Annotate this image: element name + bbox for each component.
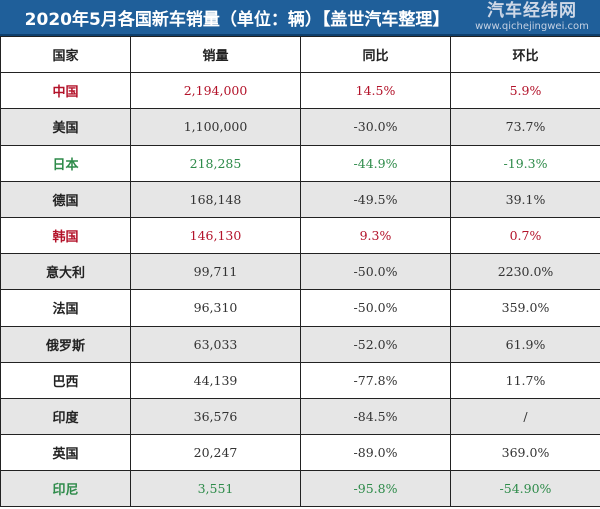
table-row: 韩国 146,130 9.3% 0.7% [0,216,600,255]
sales-cell: 3,551 [130,470,301,508]
table-row: 俄罗斯 63,033 -52.0% 61.9% [0,325,600,363]
table-row: 美国 1,100,000 -30.0% 73.7% [0,108,600,146]
sales-cell: 20,247 [130,434,301,472]
mom-cell: 5.9% [450,72,600,110]
table-row: 中国 2,194,000 14.5% 5.9% [0,72,600,110]
sales-cell: 146,130 [130,216,301,255]
mom-cell: -19.3% [450,144,600,182]
country-cell: 英国 [0,434,131,472]
country-cell: 中国 [0,72,131,110]
yoy-cell: -89.0% [300,434,451,472]
mom-cell: / [450,397,600,436]
header-mom: 环比 [450,35,600,74]
watermark-url: www.qichejingwei.com [475,20,589,32]
table-row: 巴西 44,139 -77.8% 11.7% [0,361,600,399]
sales-cell: 96,310 [130,289,301,327]
sales-cell: 1,100,000 [130,108,301,146]
table-row: 德国 168,148 -49.5% 39.1% [0,180,600,218]
yoy-cell: -30.0% [300,108,451,146]
header-row: 国家 销量 同比 环比 [0,35,600,74]
country-cell: 韩国 [0,216,131,255]
yoy-cell: -44.9% [300,144,451,182]
header-yoy: 同比 [300,35,451,74]
yoy-cell: -50.0% [300,253,451,291]
country-cell: 俄罗斯 [0,325,131,363]
sales-cell: 63,033 [130,325,301,363]
table-row: 法国 96,310 -50.0% 359.0% [0,289,600,327]
mom-cell: 73.7% [450,108,600,146]
country-cell: 巴西 [0,361,131,399]
table-row: 意大利 99,711 -50.0% 2230.0% [0,253,600,291]
mom-cell: 0.7% [450,216,600,255]
sales-cell: 99,711 [130,253,301,291]
mom-cell: 2230.0% [450,253,600,291]
yoy-cell: -50.0% [300,289,451,327]
sales-cell: 218,285 [130,144,301,182]
country-cell: 德国 [0,180,131,218]
yoy-cell: 14.5% [300,72,451,110]
header-sales: 销量 [130,35,301,74]
header-country: 国家 [0,35,131,74]
yoy-cell: -52.0% [300,325,451,363]
watermark: 汽车经纬网 www.qichejingwei.com [468,0,600,33]
country-cell: 意大利 [0,253,131,291]
yoy-cell: -77.8% [300,361,451,399]
mom-cell: -54.90% [450,470,600,508]
sales-cell: 36,576 [130,397,301,436]
table-row: 印度 36,576 -84.5% / [0,397,600,436]
watermark-name: 汽车经纬网 [487,0,577,21]
table-row: 英国 20,247 -89.0% 369.0% [0,434,600,472]
country-cell: 美国 [0,108,131,146]
country-cell: 法国 [0,289,131,327]
yoy-cell: 9.3% [300,216,451,255]
mom-cell: 61.9% [450,325,600,363]
sales-table: 国家 销量 同比 环比 中国 2,194,000 14.5% 5.9% 美国 1,100,… [0,35,600,508]
title-bar: 2020年5月各国新车销量（单位：辆）【盖世汽车整理】 汽车经纬网 www.qi… [0,0,600,36]
yoy-cell: -49.5% [300,180,451,218]
country-cell: 印尼 [0,470,131,508]
country-cell: 印度 [0,397,131,436]
mom-cell: 39.1% [450,180,600,218]
country-cell: 日本 [0,144,131,182]
mom-cell: 369.0% [450,434,600,472]
sales-cell: 2,194,000 [130,72,301,110]
sales-cell: 44,139 [130,361,301,399]
table-row: 日本 218,285 -44.9% -19.3% [0,144,600,182]
yoy-cell: -95.8% [300,470,451,508]
mom-cell: 11.7% [450,361,600,399]
sales-cell: 168,148 [130,180,301,218]
table-row: 印尼 3,551 -95.8% -54.90% [0,470,600,508]
table-title: 2020年5月各国新车销量（单位：辆）【盖世汽车整理】 [24,9,450,30]
yoy-cell: -84.5% [300,397,451,436]
mom-cell: 359.0% [450,289,600,327]
